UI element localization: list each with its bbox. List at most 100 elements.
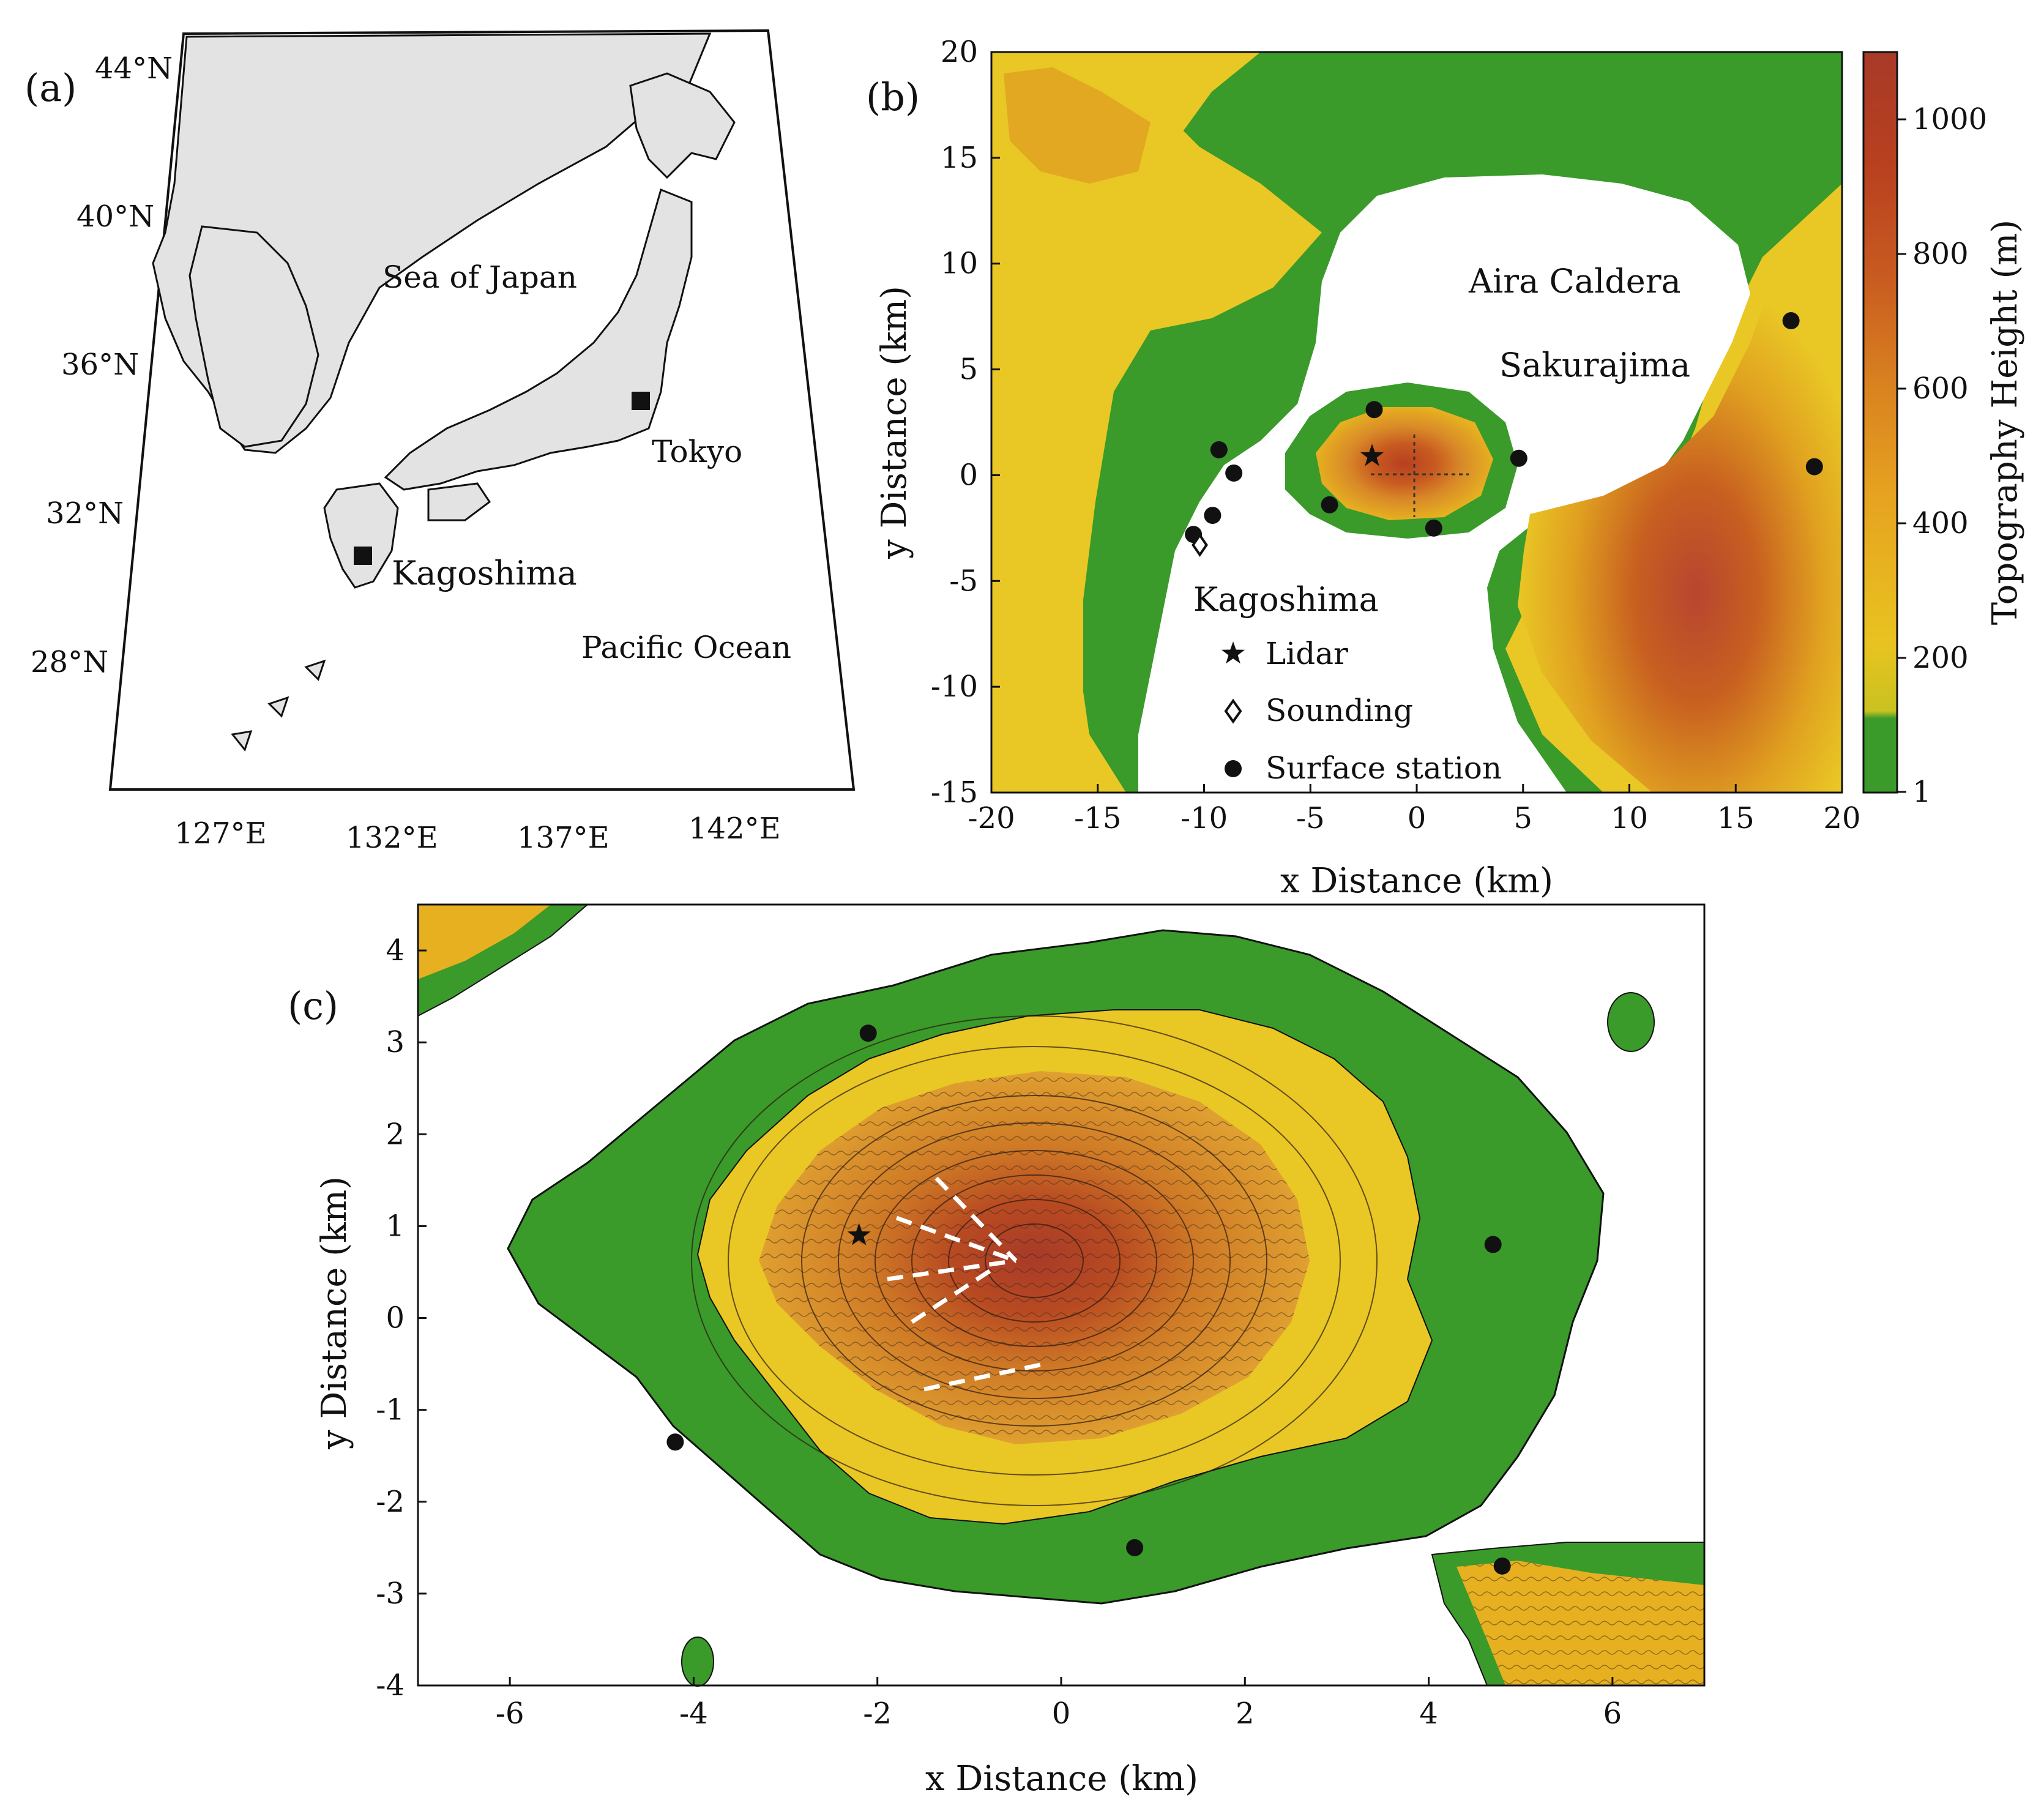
- colorbar-tick-label: 400: [1912, 506, 1969, 540]
- legend-label-surface-station: Surface station: [1266, 750, 1502, 786]
- panel-label-b: (b): [866, 75, 920, 119]
- surface-station-dot-icon: [1126, 1539, 1144, 1556]
- panel-c-xtick-label: -4: [679, 1696, 708, 1731]
- legend: Lidar Sounding Surface station: [1222, 636, 1502, 786]
- lidar-scan-lines: [887, 1176, 1041, 1392]
- surface-station-dot-icon: [1210, 441, 1228, 458]
- lat-label-40: 40°N: [76, 200, 154, 234]
- western-highlands: [991, 52, 1322, 793]
- label-kagoshima-b: Kagoshima: [1193, 580, 1379, 619]
- surface-station-dot-icon: [1365, 401, 1383, 419]
- panel-c-axes: -6 -4 -2 0 2 4 6 4 3 2 1 0 -1 -2 -3 -4: [376, 933, 1622, 1731]
- legend-label-sounding: Sounding: [1266, 693, 1413, 728]
- panel-b-xtick-label: 20: [1823, 801, 1860, 835]
- lon-label-132: 132°E: [346, 821, 438, 855]
- panel-c-xlabel: x Distance (km): [925, 1759, 1198, 1799]
- se-corner-contours: [1457, 1561, 1704, 1685]
- kagoshima-square-marker-icon: [354, 547, 372, 565]
- lon-label-127: 127°E: [174, 816, 267, 851]
- panel-b-ytick-label: 0: [959, 458, 978, 492]
- colorbar-tick-label: 600: [1912, 371, 1969, 406]
- panel-b-xtick-label: 0: [1408, 801, 1427, 835]
- panel-a-map: 44°N 40°N 36°N 32°N 28°N 127°E 132°E 137…: [24, 29, 856, 855]
- surface-station-dot-icon: [1204, 507, 1222, 524]
- nw-corner-highland: [418, 905, 551, 979]
- panel-b-ytick-label: 15: [941, 141, 978, 175]
- colorbar-tick-label: 200: [1912, 641, 1969, 675]
- legend-star-icon: [1222, 641, 1245, 664]
- label-tokyo: Tokyo: [652, 434, 742, 469]
- colorbar-label: Topography Height (m): [1985, 220, 2025, 625]
- lat-label-44: 44°N: [95, 51, 173, 86]
- panel-b-ytick-label: -10: [931, 670, 978, 704]
- panel-c-xtick-label: 0: [1052, 1696, 1071, 1731]
- surface-station-dot-icon: [1493, 1557, 1511, 1575]
- panel-c-ytick-label: 2: [386, 1117, 405, 1151]
- panel-b-ytick-label: -5: [949, 564, 978, 598]
- panel-label-a: (a): [24, 65, 76, 110]
- panel-b-ytick-label: 10: [941, 247, 978, 281]
- legend-star-shape: [1222, 641, 1245, 664]
- surface-station-dot-icon: [1321, 496, 1338, 513]
- panel-c-ylabel: y Distance (km): [315, 1176, 354, 1450]
- panel-b-xtick-label: 10: [1611, 801, 1648, 835]
- panel-b-xtick-label: -20: [968, 801, 1015, 835]
- colorbar-tick-label: 800: [1912, 237, 1969, 271]
- lon-label-142: 142°E: [688, 812, 781, 846]
- sw-islet: [681, 1637, 714, 1687]
- panel-c-ytick-label: 0: [386, 1301, 405, 1335]
- honshu-landmass: [384, 188, 693, 491]
- panel-b-xtick-label: -5: [1296, 801, 1325, 835]
- label-kagoshima-a: Kagoshima: [392, 554, 577, 592]
- panel-c-ytick-label: 3: [386, 1025, 405, 1059]
- ne-islet: [1607, 992, 1655, 1052]
- panel-c-ytick-label: -3: [376, 1577, 405, 1611]
- southeast-highlands: [1518, 220, 1842, 793]
- legend-label-lidar: Lidar: [1266, 636, 1348, 671]
- surface-station-dot-icon: [1425, 519, 1442, 537]
- surface-station-dot-icon: [1805, 458, 1823, 476]
- panel-label-c: (c): [288, 984, 338, 1028]
- hokkaido-landmass: [629, 72, 736, 179]
- panel-b-ytick-label: -15: [931, 775, 978, 810]
- panel-b-xtick-label: -15: [1074, 801, 1121, 835]
- surface-station-dot-icon: [1782, 312, 1800, 330]
- lon-label-137: 137°E: [517, 821, 610, 855]
- colorbar-tick-label: 1: [1912, 775, 1931, 809]
- surface-station-dot-icon: [859, 1025, 877, 1042]
- label-sea-of-japan: Sea of Japan: [382, 259, 577, 295]
- panel-c-markers: [666, 1025, 1511, 1575]
- lidar-star-icon: [1360, 444, 1384, 466]
- colorbar: [1862, 51, 1898, 794]
- summit-contour-lines: [759, 1071, 1310, 1444]
- lidar-star-icon: [847, 1223, 871, 1245]
- label-aira-caldera: Aira Caldera: [1468, 262, 1681, 300]
- sakurajima-summit: [1316, 407, 1493, 520]
- surface-station-dot-icon: [666, 1433, 684, 1451]
- panel-b-xtick-label: 5: [1513, 801, 1532, 835]
- panel-b-xtick-label: -10: [1181, 801, 1228, 835]
- western-highlands-peaks: [1004, 67, 1151, 184]
- panel-b-markers: [1185, 312, 1823, 558]
- panel-c-xtick-label: -6: [496, 1696, 524, 1731]
- colorbar-ticks: 1000 800 600 400 200 1: [1897, 102, 1987, 809]
- panel-c-ytick-label: -4: [376, 1668, 405, 1703]
- surface-station-dot-icon: [1484, 1236, 1502, 1253]
- ryukyu-islands: [231, 659, 326, 752]
- panel-b-xtick-label: 15: [1717, 801, 1755, 835]
- panel-c-xtick-label: 2: [1236, 1696, 1255, 1731]
- contour-rings: [691, 1015, 1378, 1506]
- label-pacific-ocean: Pacific Ocean: [581, 630, 791, 665]
- kyushu-landmass: [323, 482, 399, 589]
- panel-b-ylabel: y Distance (km): [875, 286, 914, 559]
- panel-c-xtick-label: 4: [1419, 1696, 1438, 1731]
- surface-station-dot-icon: [1225, 464, 1243, 482]
- lat-label-36: 36°N: [61, 348, 139, 382]
- surface-station-dot-icon: [1510, 449, 1527, 467]
- panel-b-ytick-label: 5: [959, 353, 978, 387]
- panel-b-ytick-label: 20: [941, 35, 978, 69]
- lat-label-32: 32°N: [46, 496, 124, 531]
